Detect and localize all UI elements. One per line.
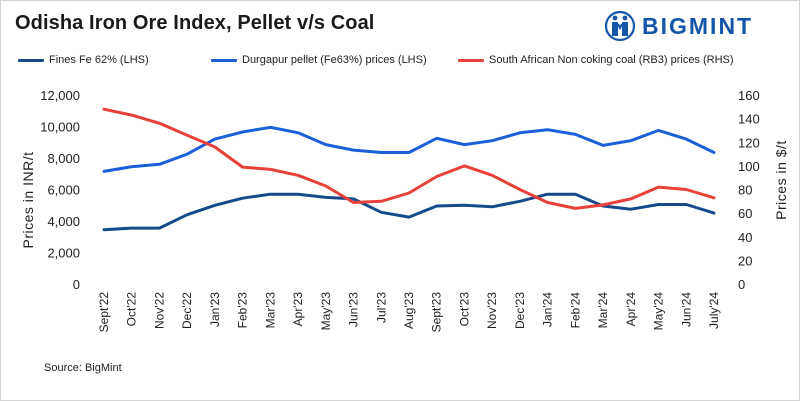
x-tick-label: Jun'23 xyxy=(347,292,361,327)
legend-label-coal: South African Non coking coal (RB3) pric… xyxy=(489,54,734,66)
x-tick-label: Nov'23 xyxy=(485,292,499,329)
x-tick-label: Feb'23 xyxy=(236,292,250,329)
y-tick-label-left: 0 xyxy=(73,277,80,292)
y-axis-label-left: Prices in INR/t xyxy=(20,152,36,249)
x-tick-label: May'24 xyxy=(652,292,666,331)
x-tick-label: Jul'23 xyxy=(374,292,388,323)
x-tick-label: July'24 xyxy=(707,292,721,329)
x-tick-label: Jan'23 xyxy=(208,292,222,327)
y-axis-label-right: Prices in $/t xyxy=(773,140,789,220)
y-tick-label-right: 60 xyxy=(738,206,752,221)
y-tick-label-left: 4,000 xyxy=(47,214,80,229)
y-tick-label-right: 160 xyxy=(738,88,760,103)
x-tick-label: Mar'24 xyxy=(596,292,610,329)
x-tick-label: Sept'22 xyxy=(97,292,111,333)
source-note: Source: BigMint xyxy=(44,362,122,374)
bigmint-logo-icon xyxy=(604,10,636,42)
x-tick-label: Nov'22 xyxy=(152,292,166,329)
y-tick-label-right: 120 xyxy=(738,135,760,150)
x-tick-label: Mar'23 xyxy=(263,292,277,329)
x-tick-label: Sept'23 xyxy=(430,292,444,333)
x-tick-label: Oct'22 xyxy=(125,292,139,327)
legend-swatch-coal xyxy=(458,58,484,62)
y-tick-label-right: 100 xyxy=(738,159,760,174)
legend-item-pellet: Durgapur pellet (Fe63%) prices (LHS) xyxy=(211,54,427,66)
x-tick-label: Aug'23 xyxy=(402,292,416,329)
x-tick-label: Feb'24 xyxy=(568,292,582,329)
series-line-coal xyxy=(102,107,716,210)
series-line-pellet xyxy=(102,125,716,173)
y-tick-label-left: 6,000 xyxy=(47,183,80,198)
x-tick-label: Jan'24 xyxy=(541,292,555,327)
x-tick-label: Jun'24 xyxy=(679,292,693,327)
legend-swatch-fines xyxy=(18,58,44,62)
legend-swatch-pellet xyxy=(211,58,237,62)
x-tick-label: Dec'22 xyxy=(180,292,194,329)
y-tick-label-left: 8,000 xyxy=(47,151,80,166)
x-tick-label: Apr'24 xyxy=(624,292,638,327)
chart-title: Odisha Iron Ore Index, Pellet v/s Coal xyxy=(15,12,375,34)
y-tick-label-left: 2,000 xyxy=(47,246,80,261)
legend-item-coal: South African Non coking coal (RB3) pric… xyxy=(458,54,734,66)
y-tick-label-left: 12,000 xyxy=(40,88,80,103)
legend-label-pellet: Durgapur pellet (Fe63%) prices (LHS) xyxy=(242,54,427,66)
x-tick-label: Dec'23 xyxy=(513,292,527,329)
y-tick-label-right: 0 xyxy=(738,277,745,292)
y-tick-label-left: 10,000 xyxy=(40,120,80,135)
y-tick-label-right: 20 xyxy=(738,253,752,268)
x-tick-label: Apr'23 xyxy=(291,292,305,327)
y-tick-label-right: 80 xyxy=(738,183,752,198)
legend-label-fines: Fines Fe 62% (LHS) xyxy=(49,54,149,66)
brand-name: BIGMINT xyxy=(642,12,754,39)
brand-logo: BIGMINT xyxy=(604,8,753,44)
y-tick-label-right: 40 xyxy=(738,230,752,245)
y-tick-label-right: 140 xyxy=(738,112,760,127)
x-tick-label: May'23 xyxy=(319,292,333,331)
legend-item-fines: Fines Fe 62% (LHS) xyxy=(18,54,149,66)
x-tick-label: Oct'23 xyxy=(457,292,471,327)
series-line-fines xyxy=(102,192,716,232)
